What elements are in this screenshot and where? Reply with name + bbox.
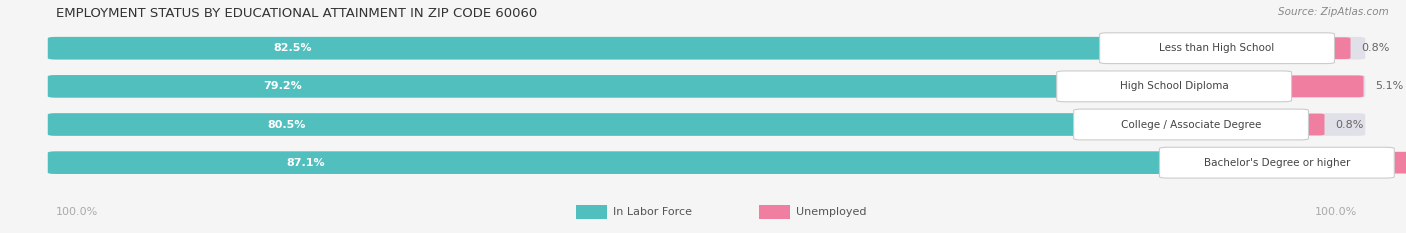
FancyBboxPatch shape [48, 151, 1365, 174]
FancyBboxPatch shape [1099, 33, 1334, 64]
FancyBboxPatch shape [48, 151, 1198, 174]
FancyBboxPatch shape [1329, 37, 1351, 59]
FancyBboxPatch shape [48, 75, 1365, 98]
Text: Source: ZipAtlas.com: Source: ZipAtlas.com [1278, 7, 1389, 17]
Text: Less than High School: Less than High School [1160, 43, 1275, 53]
Text: In Labor Force: In Labor Force [613, 207, 692, 217]
Text: 0.8%: 0.8% [1362, 43, 1391, 53]
Text: 82.5%: 82.5% [273, 43, 312, 53]
FancyBboxPatch shape [48, 113, 1365, 136]
FancyBboxPatch shape [48, 37, 1137, 59]
FancyBboxPatch shape [1074, 109, 1309, 140]
Text: Unemployed: Unemployed [796, 207, 866, 217]
Text: 100.0%: 100.0% [56, 207, 98, 217]
FancyBboxPatch shape [1303, 114, 1324, 135]
Text: High School Diploma: High School Diploma [1119, 81, 1229, 91]
FancyBboxPatch shape [48, 75, 1095, 98]
Text: 5.1%: 5.1% [1375, 81, 1403, 91]
FancyBboxPatch shape [48, 113, 1112, 136]
FancyBboxPatch shape [759, 205, 790, 219]
FancyBboxPatch shape [48, 37, 1365, 59]
Text: 80.5%: 80.5% [267, 120, 305, 130]
FancyBboxPatch shape [1057, 71, 1292, 102]
Text: EMPLOYMENT STATUS BY EDUCATIONAL ATTAINMENT IN ZIP CODE 60060: EMPLOYMENT STATUS BY EDUCATIONAL ATTAINM… [56, 7, 537, 20]
FancyBboxPatch shape [1286, 75, 1364, 97]
Text: 79.2%: 79.2% [263, 81, 302, 91]
FancyBboxPatch shape [576, 205, 607, 219]
Text: College / Associate Degree: College / Associate Degree [1121, 120, 1261, 130]
Text: 100.0%: 100.0% [1315, 207, 1357, 217]
Text: Bachelor's Degree or higher: Bachelor's Degree or higher [1204, 158, 1350, 168]
FancyBboxPatch shape [1389, 152, 1406, 174]
Text: 87.1%: 87.1% [287, 158, 325, 168]
Text: 0.8%: 0.8% [1336, 120, 1364, 130]
FancyBboxPatch shape [1160, 147, 1395, 178]
